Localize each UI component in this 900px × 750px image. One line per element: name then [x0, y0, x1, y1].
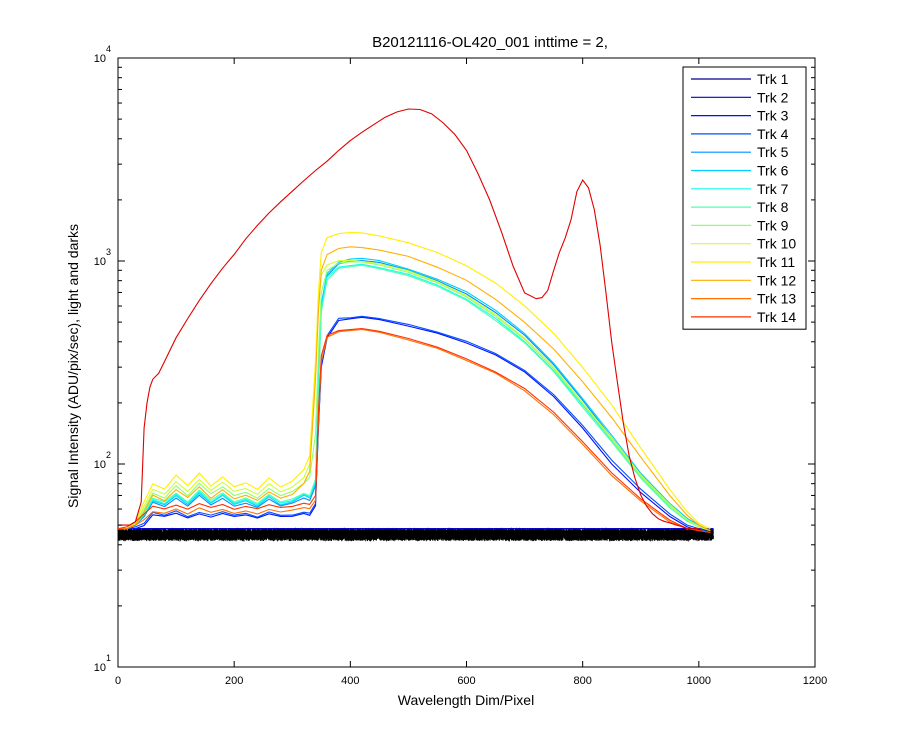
x-axis-label: Wavelength Dim/Pixel — [398, 692, 534, 708]
legend-entry: Trk 9 — [757, 217, 789, 233]
x-axis-ticks: 0 200 400 600 800 1000 1200 — [115, 58, 827, 687]
legend-entry: Trk 2 — [757, 89, 789, 105]
legend-entry: Trk 5 — [757, 144, 789, 160]
dark-trace — [117, 527, 714, 542]
x-tick-label: 200 — [225, 675, 243, 687]
x-tick-label: 0 — [115, 675, 121, 687]
y-tick-label: 10 — [94, 256, 106, 268]
series-line — [118, 261, 711, 532]
legend-entry: Trk 13 — [757, 291, 796, 307]
dark-traces — [117, 527, 714, 543]
x-tick-label: 1200 — [803, 675, 827, 687]
legend-entry: Trk 12 — [757, 272, 796, 288]
series-line — [118, 232, 711, 530]
series-line — [118, 108, 699, 530]
x-tick-label: 800 — [573, 675, 591, 687]
y-tick-exponent: 2 — [106, 450, 111, 460]
legend-entry: Trk 10 — [757, 236, 796, 252]
series-line — [118, 246, 711, 532]
legend-entry: Trk 4 — [757, 126, 789, 142]
legend-entry: Trk 6 — [757, 163, 789, 179]
legend-box — [682, 66, 807, 330]
legend-entry: Trk 3 — [757, 108, 789, 124]
y-tick-exponent: 1 — [106, 653, 111, 663]
x-tick-label: 400 — [341, 675, 359, 687]
legend-entry: Trk 8 — [757, 199, 789, 215]
series-layer — [117, 108, 714, 534]
y-tick-exponent: 3 — [106, 247, 111, 257]
x-tick-label: 600 — [457, 675, 475, 687]
series-line — [118, 264, 711, 532]
chart-title: B20121116-OL420_001 inttime = 2, — [372, 34, 608, 51]
y-tick-label: 10 — [94, 662, 106, 674]
y-tick-exponent: 4 — [106, 44, 111, 54]
y-tick-label: 10 — [94, 459, 106, 471]
legend-entry: Trk 7 — [757, 181, 789, 197]
legend-entry: Trk 14 — [757, 309, 796, 325]
dark-trace — [117, 527, 714, 542]
y-tick-label: 10 — [94, 53, 106, 65]
legend-entry: Trk 1 — [757, 71, 789, 87]
y-axis-label: Signal Intensity (ADU/pix/sec), light an… — [65, 224, 81, 508]
legend: Trk 1 Trk 2 Trk 3 Trk 4 Trk 5 Trk 6 Trk 7 Trk 8… — [682, 66, 807, 330]
x-tick-label: 1000 — [687, 675, 711, 687]
series-line — [117, 327, 711, 534]
legend-entry: Trk 11 — [757, 254, 795, 270]
